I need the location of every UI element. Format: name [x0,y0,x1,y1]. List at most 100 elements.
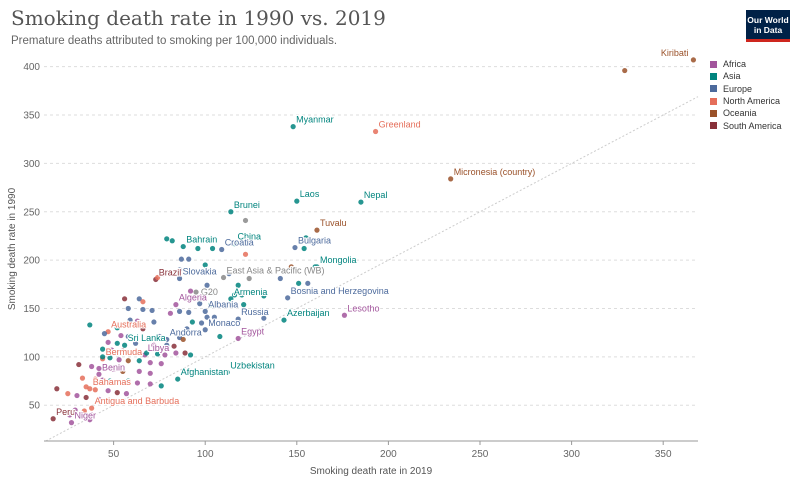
data-point [303,235,309,241]
point-label: Kiribati [661,48,689,58]
data-point [134,318,141,324]
point-label: Bahamas [93,377,132,387]
data-point [209,245,216,252]
our-world-in-data-logo[interactable]: Our World in Data [746,10,790,42]
point-label: Algeria [179,293,207,303]
point-label: Russia [241,307,269,317]
data-point [186,309,192,315]
data-point [164,336,170,343]
point-label: Mongolia [320,255,357,265]
data-point [241,302,247,308]
data-point [89,405,95,411]
data-point [87,417,93,423]
data-point [184,326,190,332]
legend-item-north-america[interactable]: North America [710,95,782,107]
data-point [147,381,153,387]
data-point [224,369,230,375]
legend-swatch-oceania [710,109,717,117]
data-point [72,407,78,413]
data-point [151,342,157,348]
data-point [294,198,300,204]
y-tick-label-300: 300 [23,159,40,170]
data-point [116,379,122,385]
data-point [261,293,267,299]
point-label: Sri Lanka [128,333,166,343]
data-point [120,348,126,354]
y-tick-label-100: 100 [23,352,40,363]
data-point [228,209,234,215]
data-point [226,271,232,277]
data-point [242,251,249,257]
legend-swatch-asia [710,72,717,80]
data-point [154,351,161,357]
data-point [79,375,86,381]
point-label: Peru [56,407,75,417]
data-points [50,57,697,426]
x-tick-label-250: 250 [472,449,489,460]
point-label: Nepal [364,190,388,200]
data-point [136,368,142,374]
legend-item-europe[interactable]: Europe [710,83,782,95]
legend-item-asia[interactable]: Asia [710,70,782,82]
data-point [173,302,179,308]
data-point [122,296,128,302]
data-point [277,275,283,282]
data-point [187,288,194,294]
data-point [92,376,98,382]
data-point [195,245,201,252]
point-labels: Kiribati Myanmar Greenland Micronesia (coun… [55,47,689,422]
point-label: Laos [300,189,320,199]
data-point [100,346,106,352]
chart-subtitle: Premature deaths attributed to smoking p… [11,35,338,47]
data-point [83,384,89,390]
data-point [96,396,102,403]
x-tick-label-100: 100 [197,449,214,460]
data-point [690,57,697,63]
data-point [127,317,133,323]
data-point [209,290,216,296]
point-label: East Asia & Pacific (WB) [227,266,325,276]
data-point [74,392,80,399]
data-point [147,360,153,366]
data-point [235,335,241,342]
data-point [242,217,249,224]
data-point [171,343,177,349]
point-label: Australia [111,320,146,330]
data-point [180,243,186,250]
data-point [151,319,157,325]
data-point [109,347,115,353]
data-point [180,336,186,343]
data-point [228,296,234,302]
data-point [169,238,175,244]
data-point [178,256,184,262]
data-point [125,378,131,384]
data-point [167,310,174,316]
legend-item-oceania[interactable]: Oceania [710,107,782,119]
point-label: Egypt [241,326,265,336]
data-point [231,241,238,247]
legend: Africa Asia Europe North America Oceania… [710,58,782,132]
data-point [107,355,113,361]
legend-swatch-africa [710,60,717,68]
data-point [202,308,208,314]
data-point [134,380,141,386]
legend-item-africa[interactable]: Africa [710,58,782,70]
legend-item-south-america[interactable]: South America [710,119,782,131]
data-point [198,320,205,326]
data-point [147,370,153,376]
chart-title: Smoking death rate in 1990 vs. 2019 [11,6,386,30]
data-point [202,327,208,333]
x-tick-label-200: 200 [380,449,397,460]
point-label: G20 [201,287,218,297]
data-point [193,289,199,295]
data-point [189,319,195,325]
data-point [143,350,150,356]
point-label: Brazil [159,267,182,277]
point-label: Uzbekistan [230,360,275,370]
data-point [81,408,87,414]
data-point [96,365,102,372]
data-point [246,275,252,282]
data-point [125,349,131,355]
data-point [50,416,56,422]
data-point [136,296,142,302]
